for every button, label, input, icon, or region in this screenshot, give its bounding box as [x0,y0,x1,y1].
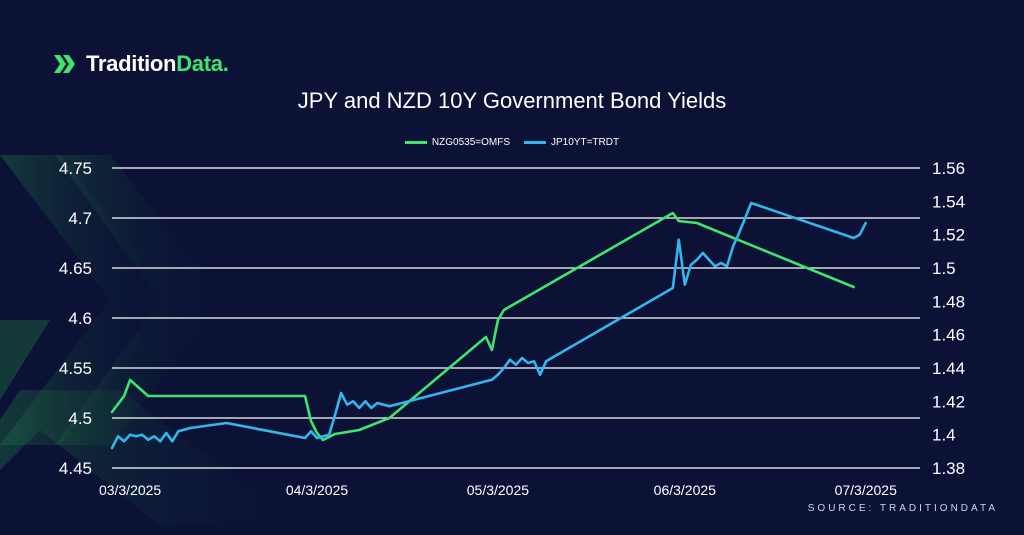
x-axis-tick-label: 07/3/2025 [835,482,897,498]
brand-name: TraditionData. [86,51,229,76]
brand-logo: TraditionData. [52,50,229,78]
right-axis-tick-label: 1.38 [932,459,965,478]
chevron-shape [55,155,225,445]
chevron-shape [0,155,175,445]
chart-legend: NZG0535=OMFS JP10YT=TRDT [0,137,1024,148]
right-axis-tick-label: 1.44 [932,359,965,378]
left-axis-tick-label: 4.55 [59,359,92,378]
chevron-shape [0,320,50,400]
legend-label-jpy: JP10YT=TRDT [551,137,620,148]
legend-swatch-nzd [404,141,427,144]
right-axis-tick-label: 1.54 [932,192,965,211]
tradition-logo-icon [54,55,75,73]
legend-item-nzd: NZG0535=OMFS [404,137,510,148]
right-axis-tick-label: 1.4 [932,426,956,445]
left-axis-tick-label: 4.45 [59,459,92,478]
x-axis-tick-label: 06/3/2025 [654,482,716,498]
left-axis-tick-label: 4.6 [68,309,92,328]
chevron-shape [0,390,300,525]
right-axis-tick-label: 1.42 [932,392,965,411]
source-note: SOURCE: TRADITIONDATA [807,503,998,514]
legend-label-nzd: NZG0535=OMFS [431,137,510,148]
x-axis-tick-label: 05/3/2025 [467,482,529,498]
series-line-jpy [110,201,868,450]
x-axis-tick-label: 04/3/2025 [286,482,348,498]
right-axis-tick-label: 1.46 [932,326,965,345]
legend-item-jpy: JP10YT=TRDT [524,137,619,148]
left-axis-tick-label: 4.75 [59,159,92,178]
right-axis-tick-label: 1.52 [932,226,965,245]
left-axis-tick-label: 4.65 [59,259,92,278]
right-axis-tick-label: 1.48 [932,292,965,311]
chart-title: JPY and NZD 10Y Government Bond Yields [297,88,727,113]
x-axis-tick-label: 03/3/2025 [99,482,161,498]
left-axis-tick-label: 4.7 [68,209,92,228]
right-axis-tick-label: 1.5 [932,259,956,278]
legend-swatch-jpy [524,141,546,144]
right-axis-tick-label: 1.56 [932,159,965,178]
left-axis-tick-label: 4.5 [68,409,92,428]
series-line-nzd [110,211,856,442]
